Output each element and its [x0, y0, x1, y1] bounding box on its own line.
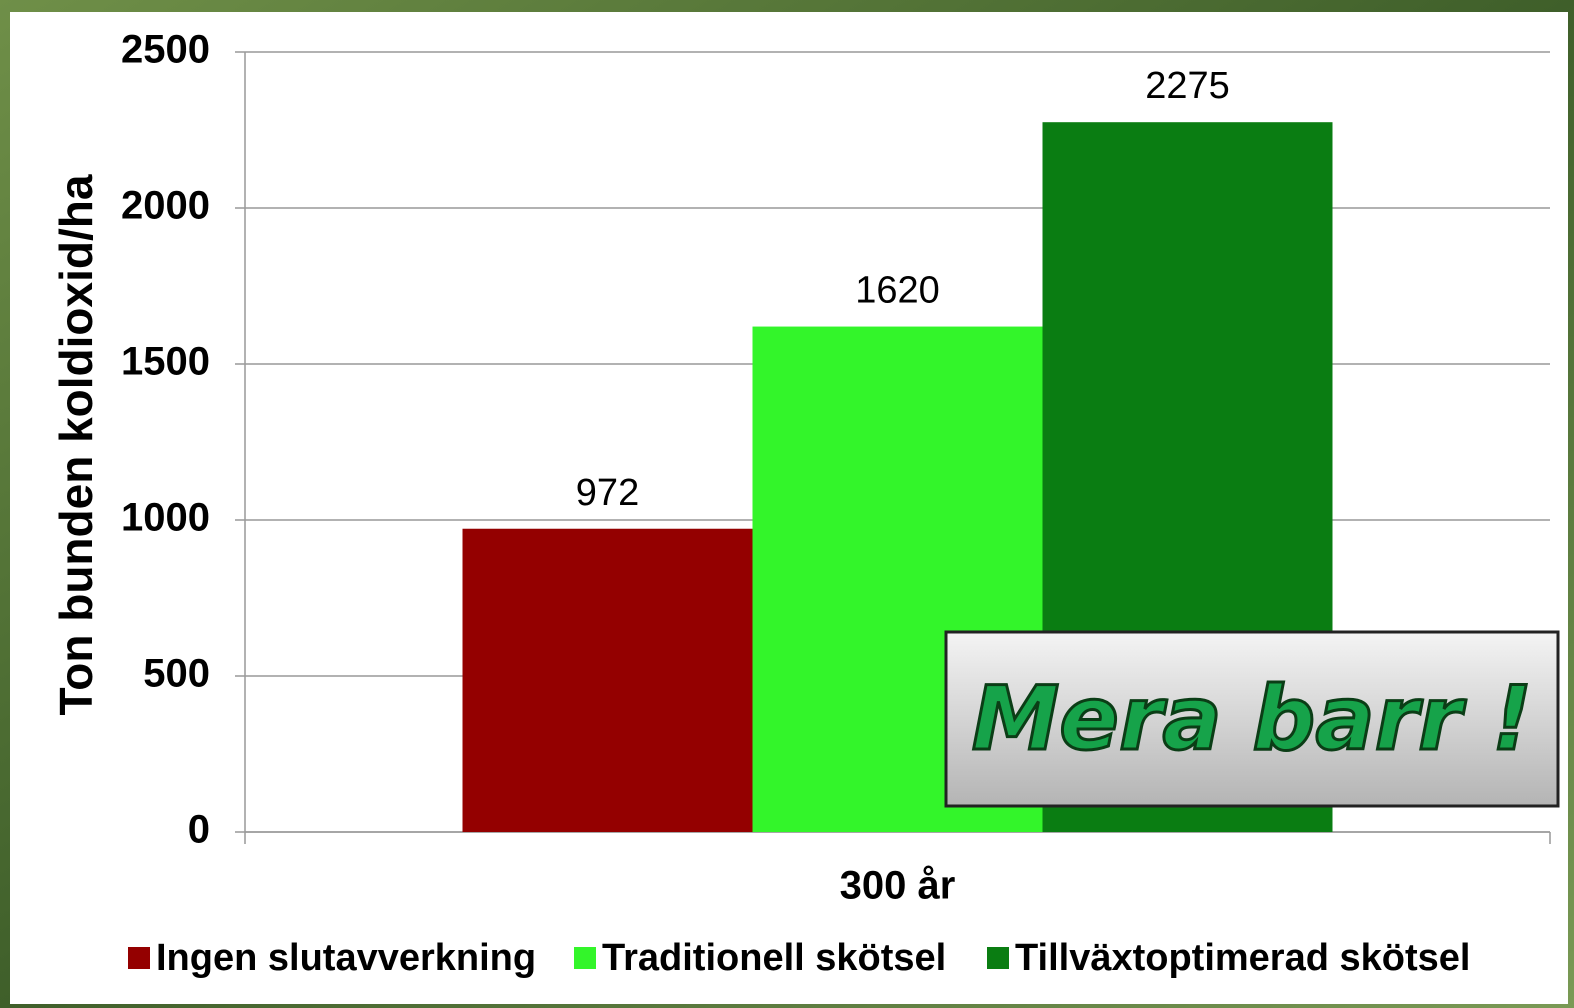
y-tick-label: 1000	[121, 496, 210, 540]
bar	[463, 529, 753, 832]
value-label: 2275	[1145, 65, 1230, 107]
y-tick-label: 2000	[121, 184, 210, 228]
legend-swatch	[128, 947, 150, 969]
legend-swatch	[574, 947, 596, 969]
x-tick-label: 300 år	[840, 864, 956, 908]
chart: Ton bunden koldioxid/ha 0 500 1000 1500 2000…	[0, 0, 1574, 1008]
y-tick-label: 1500	[121, 340, 210, 384]
y-tick-label: 0	[188, 808, 210, 852]
legend-label: Ingen slutavverkning	[156, 937, 536, 979]
value-label: 972	[576, 472, 639, 514]
y-tick-label: 2500	[121, 28, 210, 72]
legend-swatch	[987, 947, 1009, 969]
annotation: Mera barr !	[972, 667, 1533, 770]
legend-label: Traditionell skötsel	[602, 937, 946, 979]
value-label: 1620	[855, 270, 940, 312]
y-tick-label: 500	[143, 652, 210, 696]
y-axis-title: Ton bunden koldioxid/ha	[50, 174, 102, 715]
legend-label: Tillväxtoptimerad skötsel	[1015, 937, 1470, 979]
